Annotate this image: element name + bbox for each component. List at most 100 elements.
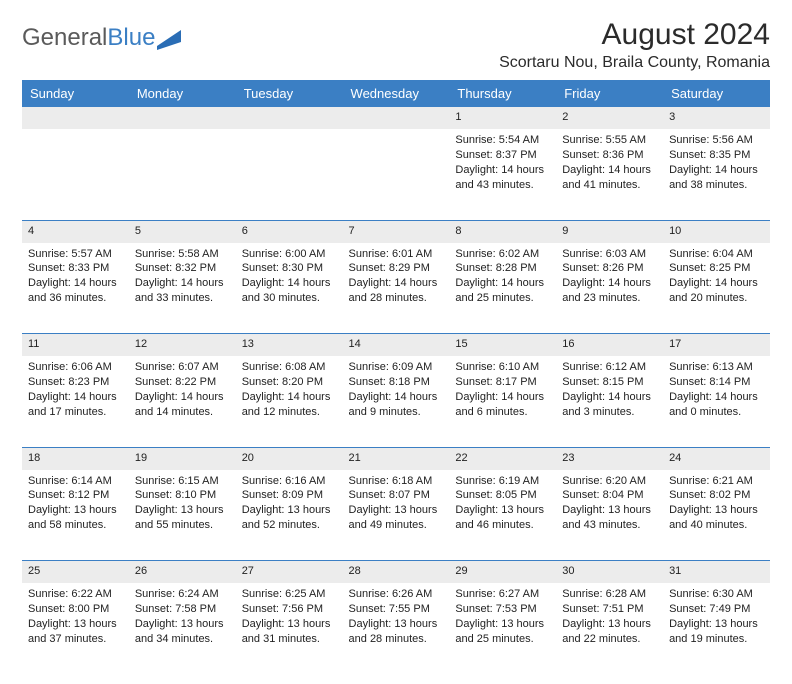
sunset-line: Sunset: 8:18 PM — [349, 375, 444, 390]
week-row: Sunrise: 6:14 AMSunset: 8:12 PMDaylight:… — [22, 470, 770, 561]
day-number: 5 — [129, 220, 236, 243]
day-cell: Sunrise: 6:26 AMSunset: 7:55 PMDaylight:… — [343, 583, 450, 674]
logo-word1: General — [22, 24, 107, 51]
day-info: Sunrise: 6:12 AMSunset: 8:15 PMDaylight:… — [562, 360, 657, 419]
day-info: Sunrise: 6:04 AMSunset: 8:25 PMDaylight:… — [669, 247, 764, 306]
day-info: Sunrise: 6:18 AMSunset: 8:07 PMDaylight:… — [349, 474, 444, 533]
sunset-line: Sunset: 8:26 PM — [562, 261, 657, 276]
day-header: Saturday — [663, 80, 770, 107]
daylight-line: Daylight: 13 hours and 46 minutes. — [455, 503, 550, 533]
day-number: 22 — [449, 447, 556, 470]
sunrise-line: Sunrise: 6:13 AM — [669, 360, 764, 375]
day-info: Sunrise: 5:56 AMSunset: 8:35 PMDaylight:… — [669, 133, 764, 192]
sunrise-line: Sunrise: 6:06 AM — [28, 360, 123, 375]
day-cell: Sunrise: 6:24 AMSunset: 7:58 PMDaylight:… — [129, 583, 236, 674]
sunset-line: Sunset: 8:05 PM — [455, 488, 550, 503]
day-number: 14 — [343, 334, 450, 357]
day-number: 7 — [343, 220, 450, 243]
day-cell: Sunrise: 6:18 AMSunset: 8:07 PMDaylight:… — [343, 470, 450, 561]
day-info: Sunrise: 6:20 AMSunset: 8:04 PMDaylight:… — [562, 474, 657, 533]
day-cell: Sunrise: 6:22 AMSunset: 8:00 PMDaylight:… — [22, 583, 129, 674]
day-info: Sunrise: 6:03 AMSunset: 8:26 PMDaylight:… — [562, 247, 657, 306]
sunset-line: Sunset: 8:10 PM — [135, 488, 230, 503]
sunset-line: Sunset: 7:49 PM — [669, 602, 764, 617]
sunrise-line: Sunrise: 6:18 AM — [349, 474, 444, 489]
sunrise-line: Sunrise: 5:57 AM — [28, 247, 123, 262]
sunset-line: Sunset: 8:30 PM — [242, 261, 337, 276]
sunrise-line: Sunrise: 6:03 AM — [562, 247, 657, 262]
day-number: 26 — [129, 561, 236, 584]
day-info: Sunrise: 6:00 AMSunset: 8:30 PMDaylight:… — [242, 247, 337, 306]
daylight-line: Daylight: 14 hours and 9 minutes. — [349, 390, 444, 420]
day-number: 11 — [22, 334, 129, 357]
sunset-line: Sunset: 8:29 PM — [349, 261, 444, 276]
day-number: 10 — [663, 220, 770, 243]
sunrise-line: Sunrise: 6:21 AM — [669, 474, 764, 489]
day-info: Sunrise: 6:08 AMSunset: 8:20 PMDaylight:… — [242, 360, 337, 419]
week-row: Sunrise: 5:57 AMSunset: 8:33 PMDaylight:… — [22, 243, 770, 334]
day-info: Sunrise: 5:54 AMSunset: 8:37 PMDaylight:… — [455, 133, 550, 192]
day-info: Sunrise: 6:21 AMSunset: 8:02 PMDaylight:… — [669, 474, 764, 533]
sunrise-line: Sunrise: 6:00 AM — [242, 247, 337, 262]
day-number — [129, 107, 236, 129]
sunrise-line: Sunrise: 6:24 AM — [135, 587, 230, 602]
sunrise-line: Sunrise: 6:15 AM — [135, 474, 230, 489]
daylight-line: Daylight: 14 hours and 23 minutes. — [562, 276, 657, 306]
sunrise-line: Sunrise: 6:25 AM — [242, 587, 337, 602]
day-number: 8 — [449, 220, 556, 243]
sunrise-line: Sunrise: 6:07 AM — [135, 360, 230, 375]
daylight-line: Daylight: 13 hours and 43 minutes. — [562, 503, 657, 533]
day-number: 18 — [22, 447, 129, 470]
day-cell: Sunrise: 6:00 AMSunset: 8:30 PMDaylight:… — [236, 243, 343, 334]
daylight-line: Daylight: 14 hours and 41 minutes. — [562, 163, 657, 193]
sunset-line: Sunset: 8:35 PM — [669, 148, 764, 163]
sunset-line: Sunset: 8:37 PM — [455, 148, 550, 163]
day-header: Monday — [129, 80, 236, 107]
day-number: 13 — [236, 334, 343, 357]
sunset-line: Sunset: 8:36 PM — [562, 148, 657, 163]
title-block: August 2024 Scortaru Nou, Braila County,… — [499, 18, 770, 72]
sunset-line: Sunset: 7:55 PM — [349, 602, 444, 617]
sunrise-line: Sunrise: 6:14 AM — [28, 474, 123, 489]
daynum-row: 45678910 — [22, 220, 770, 243]
week-row: Sunrise: 6:22 AMSunset: 8:00 PMDaylight:… — [22, 583, 770, 674]
day-cell: Sunrise: 6:08 AMSunset: 8:20 PMDaylight:… — [236, 356, 343, 447]
day-cell: Sunrise: 6:13 AMSunset: 8:14 PMDaylight:… — [663, 356, 770, 447]
day-cell: Sunrise: 6:27 AMSunset: 7:53 PMDaylight:… — [449, 583, 556, 674]
daylight-line: Daylight: 14 hours and 0 minutes. — [669, 390, 764, 420]
logo: GeneralBlue — [22, 24, 183, 52]
day-cell: Sunrise: 5:55 AMSunset: 8:36 PMDaylight:… — [556, 129, 663, 220]
day-number: 30 — [556, 561, 663, 584]
daylight-line: Daylight: 13 hours and 40 minutes. — [669, 503, 764, 533]
day-info: Sunrise: 6:27 AMSunset: 7:53 PMDaylight:… — [455, 587, 550, 646]
daylight-line: Daylight: 13 hours and 34 minutes. — [135, 617, 230, 647]
week-row: Sunrise: 5:54 AMSunset: 8:37 PMDaylight:… — [22, 129, 770, 220]
day-info: Sunrise: 6:07 AMSunset: 8:22 PMDaylight:… — [135, 360, 230, 419]
day-info: Sunrise: 6:30 AMSunset: 7:49 PMDaylight:… — [669, 587, 764, 646]
daylight-line: Daylight: 13 hours and 55 minutes. — [135, 503, 230, 533]
day-number: 19 — [129, 447, 236, 470]
sunset-line: Sunset: 8:23 PM — [28, 375, 123, 390]
day-info: Sunrise: 6:13 AMSunset: 8:14 PMDaylight:… — [669, 360, 764, 419]
sunrise-line: Sunrise: 6:27 AM — [455, 587, 550, 602]
day-number — [22, 107, 129, 129]
day-number: 4 — [22, 220, 129, 243]
daylight-line: Daylight: 14 hours and 30 minutes. — [242, 276, 337, 306]
day-header-row: Sunday Monday Tuesday Wednesday Thursday… — [22, 80, 770, 107]
day-number: 28 — [343, 561, 450, 584]
day-cell: Sunrise: 6:01 AMSunset: 8:29 PMDaylight:… — [343, 243, 450, 334]
day-number: 20 — [236, 447, 343, 470]
day-cell — [343, 129, 450, 220]
daylight-line: Daylight: 14 hours and 28 minutes. — [349, 276, 444, 306]
day-cell: Sunrise: 6:06 AMSunset: 8:23 PMDaylight:… — [22, 356, 129, 447]
day-number: 15 — [449, 334, 556, 357]
day-header: Tuesday — [236, 80, 343, 107]
day-header: Thursday — [449, 80, 556, 107]
day-header: Friday — [556, 80, 663, 107]
day-info: Sunrise: 6:24 AMSunset: 7:58 PMDaylight:… — [135, 587, 230, 646]
sunrise-line: Sunrise: 6:30 AM — [669, 587, 764, 602]
daylight-line: Daylight: 13 hours and 25 minutes. — [455, 617, 550, 647]
day-cell: Sunrise: 6:19 AMSunset: 8:05 PMDaylight:… — [449, 470, 556, 561]
sunset-line: Sunset: 8:25 PM — [669, 261, 764, 276]
sunset-line: Sunset: 7:51 PM — [562, 602, 657, 617]
